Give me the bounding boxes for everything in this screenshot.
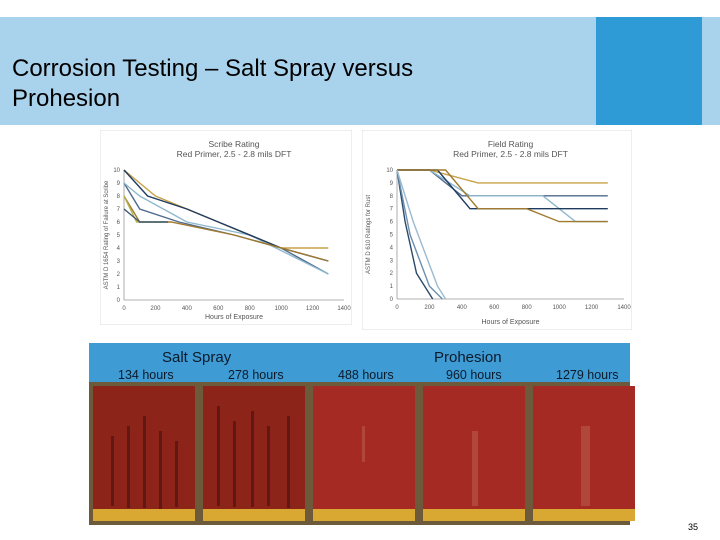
scribe-chart-y-tick-label: 9 — [117, 181, 121, 187]
field-rating-chart: Field Rating Red Primer, 2.5 - 2.8 mils D… — [362, 130, 632, 330]
slide-title-line-2: Prohesion — [12, 85, 121, 112]
field-chart-y-tick-label: 0 — [390, 297, 394, 303]
scribe-chart-x-tick-label: 800 — [245, 306, 256, 312]
scribe-chart-y-tick-label: 8 — [117, 194, 121, 200]
field-chart-series-6-line — [396, 169, 434, 300]
field-chart-y-tick-label: 6 — [390, 220, 394, 226]
scribe-chart-x-axis-label: Hours of Exposure — [205, 314, 263, 321]
field-chart-x-tick-label: 1000 — [552, 305, 566, 311]
scribe-chart-x-tick-label: 600 — [213, 306, 224, 312]
scribe-chart-series-2-line — [123, 182, 329, 275]
field-chart-series-5-line — [397, 169, 608, 223]
field-chart-x-tick-label: 800 — [522, 305, 533, 311]
scribe-chart-frame — [100, 130, 352, 325]
hours-label-3: 488 hours — [338, 368, 394, 382]
hours-label-4: 960 hours — [446, 368, 502, 382]
panel-photo-prohesion-488 — [313, 386, 415, 521]
scribe-chart-subtitle: Red Primer, 2.5 - 2.8 mils DFT — [177, 149, 292, 159]
scribe-chart-y-tick-label: 0 — [117, 298, 121, 304]
hours-label-1: 134 hours — [118, 368, 174, 382]
field-chart-y-tick-label: 5 — [390, 233, 394, 239]
field-chart-y-tick-label: 10 — [386, 168, 393, 174]
field-chart-y-axis-label: ASTM D 610 Ratings for Rust — [366, 195, 372, 274]
field-chart-x-tick-label: 1400 — [617, 305, 631, 311]
exposure-label-strip — [89, 343, 630, 382]
scribe-chart-y-tick-label: 3 — [117, 259, 121, 265]
field-chart-x-tick-label: 400 — [457, 305, 468, 311]
panel-photo-salt-spray-278 — [203, 386, 305, 521]
field-chart-y-tick-label: 8 — [390, 194, 394, 200]
scribe-chart-x-tick-label: 1400 — [337, 306, 351, 312]
prohesion-label: Prohesion — [434, 349, 502, 366]
scribe-chart-series-3-line — [123, 182, 329, 275]
scribe-chart-y-tick-label: 10 — [113, 168, 120, 174]
field-chart-y-tick-label: 1 — [390, 284, 394, 290]
scribe-chart-x-tick-label: 1000 — [274, 306, 288, 312]
field-chart-y-tick-label: 7 — [390, 207, 394, 213]
test-panel-photos — [89, 382, 635, 525]
scribe-chart-x-tick-label: 1200 — [306, 306, 320, 312]
panel-photo-salt-spray-134 — [93, 386, 195, 521]
field-chart-y-tick-label: 4 — [390, 245, 394, 251]
title-bar-accent-block — [596, 17, 702, 125]
field-chart-title: Field Rating — [488, 139, 534, 149]
salt-spray-label: Salt Spray — [162, 349, 232, 366]
scribe-chart-title: Scribe Rating — [208, 139, 259, 149]
field-chart-y-tick-label: 2 — [390, 271, 394, 277]
hours-label-5: 1279 hours — [556, 368, 619, 382]
field-chart-x-tick-label: 600 — [489, 305, 500, 311]
field-chart-x-tick-label: 200 — [424, 305, 435, 311]
scribe-chart-y-tick-label: 6 — [117, 220, 121, 226]
field-chart-x-tick-label: 0 — [395, 305, 399, 311]
field-chart-x-tick-label: 1200 — [585, 305, 599, 311]
field-chart-x-axis-label: Hours of Exposure — [482, 319, 540, 326]
scribe-chart-y-tick-label: 2 — [117, 272, 121, 278]
scribe-chart-series-5-line — [123, 195, 329, 262]
panel-photo-prohesion-1279 — [533, 386, 635, 521]
field-chart-y-tick-label: 3 — [390, 258, 394, 264]
scribe-chart-y-tick-label: 4 — [117, 246, 121, 252]
hours-label-2: 278 hours — [228, 368, 284, 382]
scribe-chart-x-tick-label: 400 — [182, 306, 193, 312]
title-bar-right-edge — [702, 17, 720, 125]
scribe-chart-series-7-line — [123, 208, 168, 223]
scribe-chart-y-tick-label: 7 — [117, 207, 121, 213]
field-chart-series-7-line — [396, 169, 443, 300]
slide-title: Corrosion Testing – Salt Spray versus Pr… — [12, 54, 413, 114]
scribe-chart-y-tick-label: 5 — [117, 233, 121, 239]
scribe-chart-y-tick-label: 1 — [117, 285, 121, 291]
scribe-chart-x-tick-label: 0 — [122, 306, 126, 312]
field-chart-y-tick-label: 9 — [390, 181, 394, 187]
field-chart-subtitle: Red Primer, 2.5 - 2.8 mils DFT — [453, 149, 568, 159]
scribe-chart-x-tick-label: 200 — [150, 306, 161, 312]
field-chart-series-8-line — [396, 169, 447, 300]
scribe-rating-chart: Scribe Rating Red Primer, 2.5 - 2.8 mils … — [100, 130, 352, 325]
page-number: 35 — [688, 522, 699, 532]
panel-photo-prohesion-960 — [423, 386, 525, 521]
slide-title-line-1: Corrosion Testing – Salt Spray versus — [12, 55, 414, 82]
scribe-chart-y-axis-label: ASTM D 1654 Rating of Failure at Scribe — [104, 180, 110, 289]
field-chart-frame — [362, 130, 632, 330]
